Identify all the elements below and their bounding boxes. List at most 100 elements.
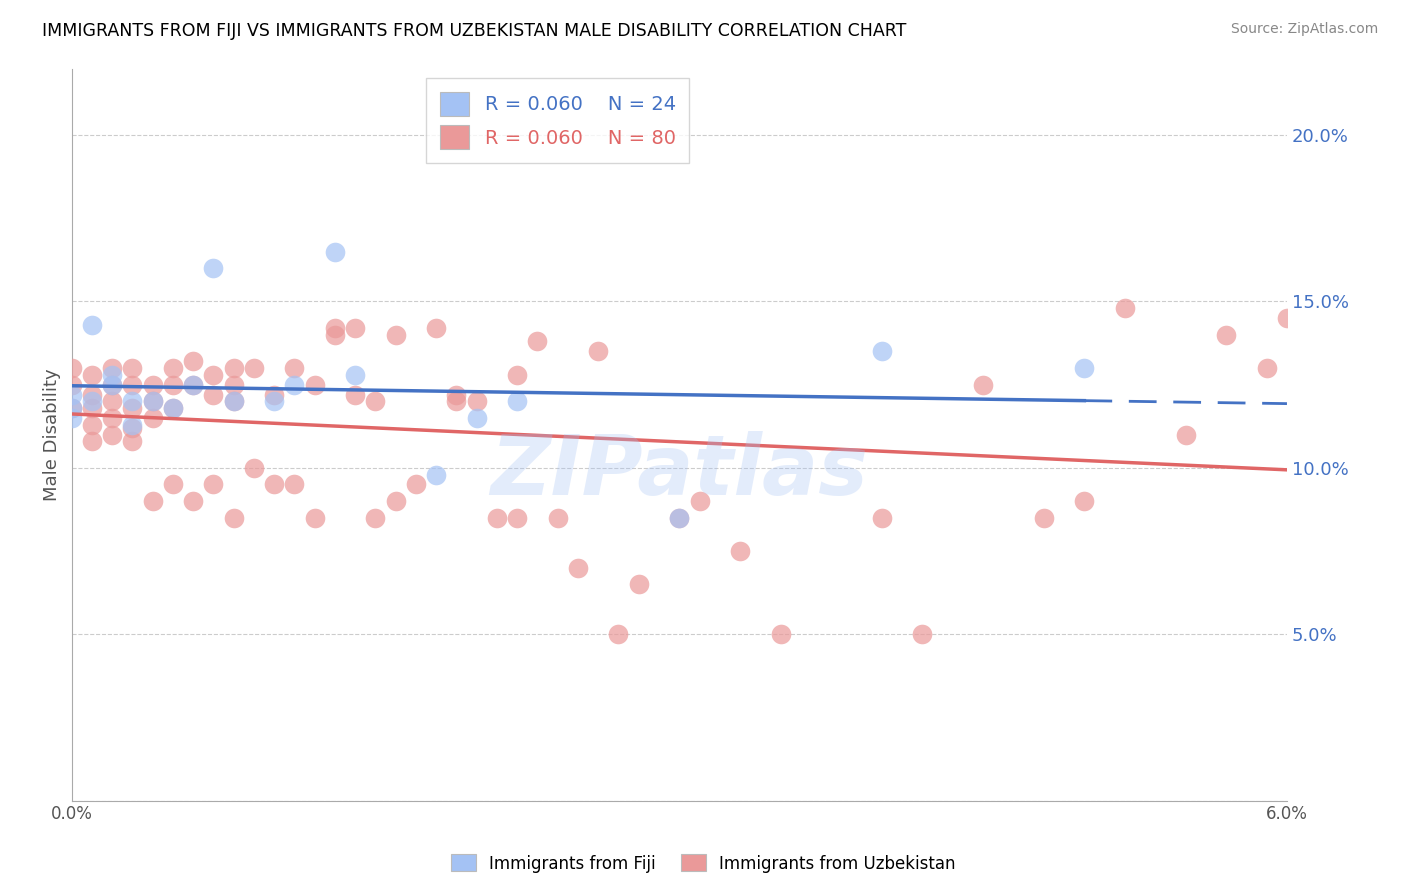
Point (80, 368, 103, 382)
Point (80, 417, 103, 432)
Point (364, 394, 387, 409)
Point (222, 394, 245, 409)
Point (60, 377, 83, 392)
Point (689, 494, 711, 508)
Point (60, 401, 83, 415)
Point (80, 387, 103, 401)
Point (344, 321, 367, 335)
Point (1073, 494, 1095, 508)
Point (121, 434, 143, 449)
Point (142, 411, 165, 425)
Point (425, 321, 447, 335)
Point (972, 377, 994, 392)
Point (1032, 510, 1054, 524)
Point (405, 477, 427, 491)
Point (446, 394, 468, 409)
Point (283, 361, 305, 376)
Point (101, 411, 124, 425)
Point (465, 411, 488, 425)
Point (101, 427, 124, 442)
Point (870, 510, 893, 524)
Point (101, 368, 124, 382)
Point (181, 494, 204, 508)
Point (121, 394, 143, 409)
Point (364, 510, 387, 524)
Point (465, 394, 488, 409)
Point (162, 377, 184, 392)
Point (769, 627, 792, 641)
Point (181, 354, 204, 368)
Point (243, 361, 266, 376)
Point (142, 394, 165, 409)
Point (870, 344, 893, 359)
Point (80, 434, 103, 449)
Point (263, 477, 285, 491)
Point (121, 361, 143, 376)
Point (304, 510, 326, 524)
Point (162, 361, 184, 376)
Point (728, 544, 751, 558)
Point (506, 510, 529, 524)
Text: Source: ZipAtlas.com: Source: ZipAtlas.com (1230, 22, 1378, 37)
Point (101, 377, 124, 392)
Point (1114, 301, 1136, 315)
Point (344, 387, 367, 401)
Point (202, 368, 225, 382)
Point (121, 401, 143, 415)
Point (142, 494, 165, 508)
Point (607, 627, 630, 641)
Point (323, 321, 346, 335)
Point (263, 387, 285, 401)
Point (627, 577, 650, 591)
Point (181, 377, 204, 392)
Point (222, 377, 245, 392)
Point (101, 394, 124, 409)
Point (80, 318, 103, 332)
Point (80, 394, 103, 409)
Point (323, 244, 346, 259)
Point (485, 510, 508, 524)
Point (323, 327, 346, 342)
Text: IMMIGRANTS FROM FIJI VS IMMIGRANTS FROM UZBEKISTAN MALE DISABILITY CORRELATION C: IMMIGRANTS FROM FIJI VS IMMIGRANTS FROM … (42, 22, 907, 40)
Point (263, 394, 285, 409)
Point (101, 361, 124, 376)
Text: ZIPatlas: ZIPatlas (491, 431, 868, 512)
Point (80, 401, 103, 415)
Point (1275, 311, 1298, 326)
Point (142, 377, 165, 392)
Point (547, 510, 569, 524)
Point (506, 394, 529, 409)
Point (121, 377, 143, 392)
Point (567, 560, 589, 574)
Point (668, 510, 690, 524)
Point (101, 377, 124, 392)
Point (60, 401, 83, 415)
Point (446, 387, 468, 401)
Point (304, 377, 326, 392)
Legend: Immigrants from Fiji, Immigrants from Uzbekistan: Immigrants from Fiji, Immigrants from Uz… (444, 847, 962, 880)
Point (1174, 427, 1197, 442)
Point (222, 394, 245, 409)
Point (60, 411, 83, 425)
Point (1073, 361, 1095, 376)
Point (425, 467, 447, 482)
Point (202, 477, 225, 491)
Point (202, 387, 225, 401)
Point (283, 477, 305, 491)
Point (222, 510, 245, 524)
Point (60, 361, 83, 376)
Y-axis label: Male Disability: Male Disability (44, 368, 60, 501)
Point (162, 477, 184, 491)
Point (344, 368, 367, 382)
Point (121, 417, 143, 432)
Point (162, 401, 184, 415)
Point (1256, 361, 1278, 376)
Point (668, 510, 690, 524)
Point (1215, 327, 1237, 342)
Point (586, 344, 609, 359)
Point (202, 261, 225, 276)
Point (222, 361, 245, 376)
Point (283, 377, 305, 392)
Point (60, 387, 83, 401)
Point (384, 327, 406, 342)
